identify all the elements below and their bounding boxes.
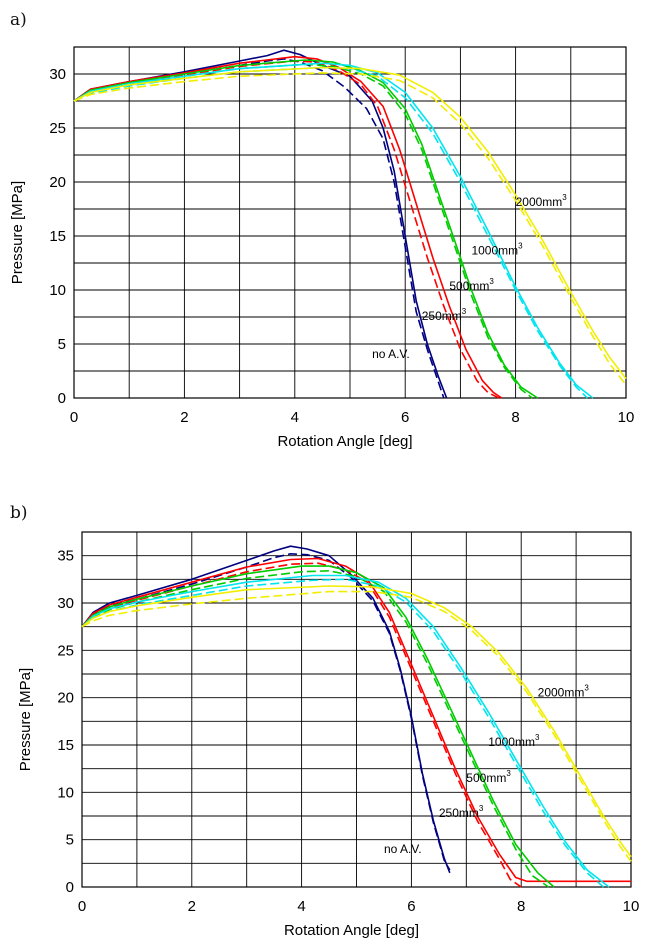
y-tick-label: 5 [66,832,74,849]
annotation-label: 250mm3 [439,804,484,820]
series-line-v250-dashed [73,60,500,399]
x-tick-label: 6 [407,898,415,915]
x-axis-title: Rotation Angle [deg] [284,922,419,939]
series-line-v500-dashed [73,63,533,399]
x-tick-label: 10 [618,409,635,426]
series-line-v250-solid [81,557,631,883]
y-tick-label: 30 [49,66,66,83]
series-line-v2000-dashed [81,590,632,862]
y-tick-label: 20 [49,174,66,191]
chart-b: 0 2 4 6 8 10 0 5 10 15 20 25 30 35 Rotation Angle [deg… [17,531,640,939]
annotation-label: 250mm3 [422,307,467,323]
x-tick-label: 4 [297,898,305,915]
plot-frame [81,531,632,888]
y-tick-label: 20 [57,690,74,707]
x-axis-title: Rotation Angle [deg] [277,433,412,450]
annotation-label: 1000mm3 [471,241,523,257]
y-tick-label: 25 [57,642,74,659]
x-tick-label: 0 [70,409,78,426]
series-line-v1000-dashed [73,66,588,399]
series-line-v2000-solid [81,585,632,858]
series-line-v250-dashed [81,562,522,888]
panel-label-b: b) [10,503,28,523]
y-tick-label: 15 [49,228,66,245]
y-tick-label: 10 [57,784,74,801]
series-line-v2000-solid [73,66,627,380]
x-tick-label: 10 [623,898,640,915]
series-line-v1000-solid [73,62,594,399]
annotation-label: 1000mm3 [488,733,540,749]
y-tick-label: 5 [58,336,66,353]
series-line-v2000-dashed [73,72,627,386]
y-tick-label: 0 [58,390,66,407]
series-line-no_av-solid [81,545,451,874]
y-axis-title: Pressure [MPa] [17,668,34,771]
x-tick-label: 2 [180,409,188,426]
annotation-label: 500mm3 [466,769,511,785]
x-tick-label: 8 [517,898,525,915]
y-tick-label: 35 [57,548,74,565]
series-line-v500-solid [73,59,539,399]
series-line-v500-solid [81,565,555,888]
x-tick-label: 4 [291,409,299,426]
x-tick-label: 0 [78,898,86,915]
panel-label-a: a) [10,10,27,30]
series-line-no_av-solid [73,49,448,399]
y-tick-label: 15 [57,737,74,754]
x-tick-label: 6 [401,409,409,426]
y-axis-title: Pressure [MPa] [9,181,26,284]
chart-a: 0 2 4 6 8 10 0 5 10 15 20 25 30 Rotation Angle [deg] P… [9,46,635,450]
x-tick-label: 8 [511,409,519,426]
annotation-label: no A.V. [384,842,422,856]
y-tick-label: 25 [49,120,66,137]
series-line-v250-solid [73,55,503,399]
x-tick-label: 2 [188,898,196,915]
plot-frame [73,46,627,399]
y-tick-label: 10 [49,282,66,299]
y-tick-label: 0 [66,879,74,896]
series-line-v1000-solid [81,574,610,888]
annotation-label: 500mm3 [449,277,494,293]
annotation-label: 2000mm3 [516,193,568,209]
annotation-label: 2000mm3 [538,684,590,700]
annotation-label: no A.V. [372,347,410,361]
series-line-no_av-dashed [81,552,451,871]
series-line-v1000-dashed [81,578,605,888]
y-tick-label: 30 [57,595,74,612]
